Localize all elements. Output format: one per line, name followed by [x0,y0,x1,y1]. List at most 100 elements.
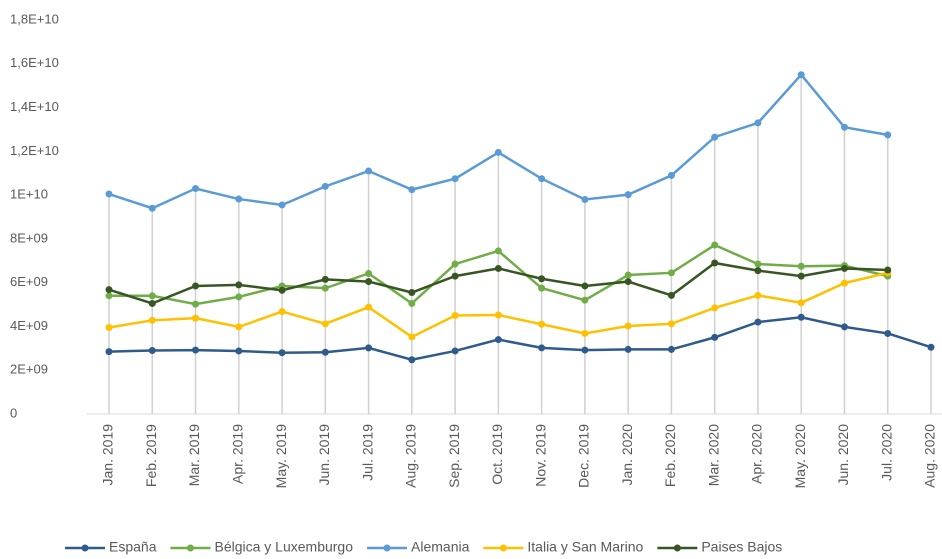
data-point [148,204,156,212]
data-point [408,333,416,341]
data-point [148,316,156,324]
data-point [451,260,459,268]
x-tick-label: Sep. 2019 [446,424,462,488]
y-tick-label: 1,8E+10 [10,11,59,26]
data-point [408,356,416,364]
data-point [494,148,502,156]
data-point [797,262,805,270]
data-point [927,343,935,351]
data-point [105,190,113,198]
data-point [624,191,632,199]
data-point [192,314,200,322]
data-point [278,349,286,357]
data-point [105,324,113,332]
data-point [754,267,762,275]
x-tick-label: Feb. 2020 [662,424,678,487]
data-point [667,171,675,179]
data-point [235,281,243,289]
legend-label: Paises Bajos [701,539,782,555]
data-point [235,323,243,331]
data-point [840,279,848,287]
data-point [884,266,892,274]
y-tick-label: 1,2E+10 [10,143,59,158]
x-tick-label: May. 2020 [792,424,808,489]
y-tick-label: 8E+09 [10,230,48,245]
legend-label: Italia y San Marino [527,539,643,555]
data-point [192,300,200,308]
legend-marker [673,544,681,552]
x-tick-label: Oct. 2019 [489,424,505,485]
data-point [105,292,113,300]
data-point [538,175,546,183]
data-point [278,308,286,316]
x-tick-label: Feb. 2019 [143,424,159,487]
x-tick-label: Jun. 2020 [835,424,851,486]
data-point [840,323,848,331]
x-tick-label: Jul. 2019 [359,424,375,481]
data-point [408,186,416,194]
data-point [754,260,762,268]
x-tick-label: Jun. 2019 [316,424,332,486]
data-point [321,275,329,283]
x-tick-label: Aug. 2020 [922,424,938,488]
data-point [711,333,719,341]
y-tick-label: 1,4E+10 [10,99,59,114]
data-point [667,320,675,328]
data-point [494,264,502,272]
x-tick-label: Jan. 2019 [100,424,116,486]
data-point [148,347,156,355]
x-tick-label: Mar. 2019 [186,424,202,486]
data-point [321,320,329,328]
data-point [365,303,373,311]
data-point [148,292,156,300]
data-point [451,272,459,280]
data-point [581,296,589,304]
data-point [494,336,502,344]
data-point [538,284,546,292]
data-point [321,284,329,292]
y-tick-label: 1E+10 [10,187,48,202]
legend-label: Bélgica y Luxemburgo [214,539,353,555]
data-point [711,241,719,249]
data-point [667,345,675,353]
data-point [624,345,632,353]
data-point [321,182,329,190]
x-tick-label: Mar. 2020 [705,424,721,486]
y-tick-label: 0 [10,405,17,420]
data-point [624,322,632,330]
data-point [667,269,675,277]
data-point [278,286,286,294]
data-point [797,299,805,307]
legend-label: Alemania [411,539,470,555]
data-point [797,272,805,280]
data-point [581,195,589,203]
data-point [581,329,589,337]
data-point [235,195,243,203]
data-point [494,247,502,255]
data-point [797,71,805,79]
data-point [538,344,546,352]
x-tick-label: May. 2019 [273,424,289,489]
data-point [235,293,243,301]
data-point [624,278,632,286]
y-tick-label: 1,6E+10 [10,55,59,70]
data-point [192,282,200,290]
data-point [624,271,632,279]
data-point [797,313,805,321]
data-point [451,347,459,355]
x-tick-label: Jul. 2020 [878,424,894,481]
data-point [754,119,762,127]
data-point [884,131,892,139]
data-point [192,185,200,193]
data-point [840,123,848,131]
data-point [408,289,416,297]
data-point [278,201,286,209]
x-tick-label: Apr. 2019 [229,424,245,484]
x-tick-label: Nov. 2019 [532,424,548,487]
data-point [321,348,329,356]
data-point [884,329,892,337]
data-point [192,346,200,354]
x-tick-label: Aug. 2019 [403,424,419,488]
data-point [365,278,373,286]
data-point [667,291,675,299]
